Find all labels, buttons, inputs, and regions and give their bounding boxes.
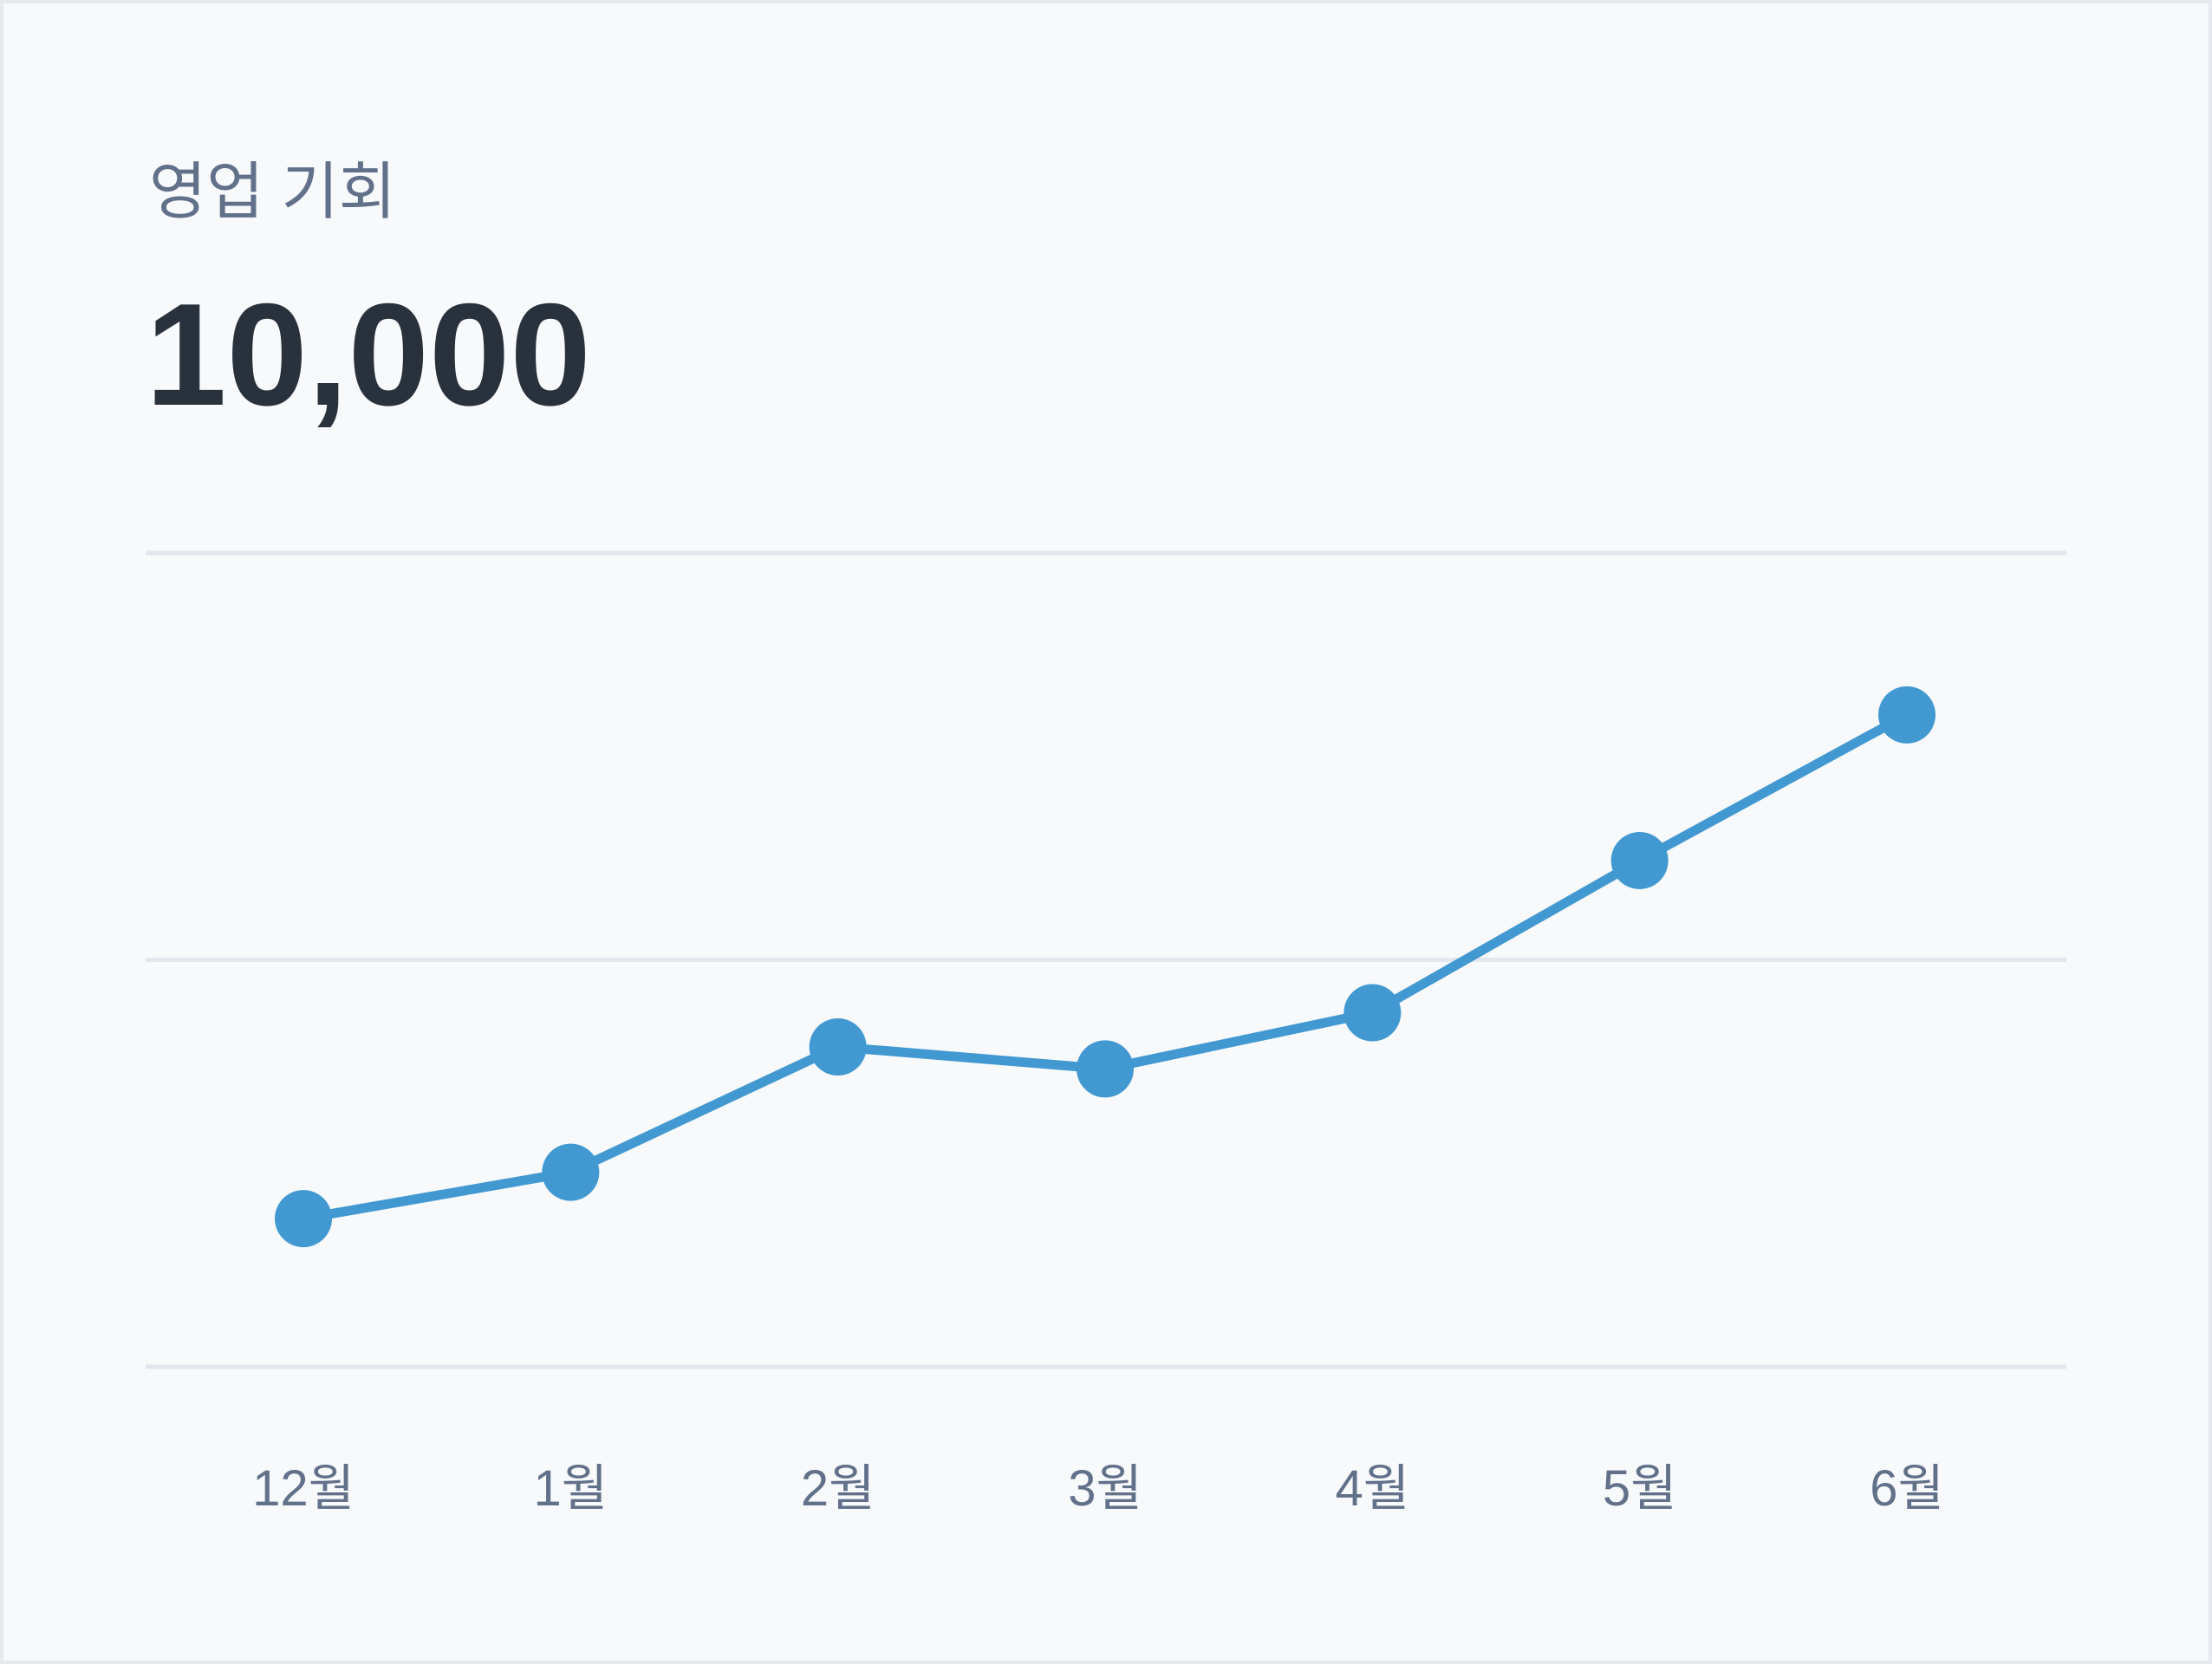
data-point [275,1190,332,1248]
card-label: 영업 기회 [149,158,396,227]
x-tick-label: 6월 [1870,1460,1944,1517]
data-point [809,1017,867,1076]
x-tick-label: 2월 [801,1460,875,1517]
data-point [1610,831,1669,889]
x-tick-label: 4월 [1336,1460,1410,1517]
x-tick-label: 3월 [1068,1460,1142,1517]
data-point [1878,686,1936,744]
x-tick-label: 12월 [252,1460,355,1517]
data-point [1077,1040,1134,1098]
data-point [1343,984,1402,1042]
x-tick-label: 1월 [534,1460,608,1517]
data-point [542,1143,600,1201]
card-value: 10,000 [146,273,591,436]
x-tick-label: 5월 [1603,1460,1677,1517]
